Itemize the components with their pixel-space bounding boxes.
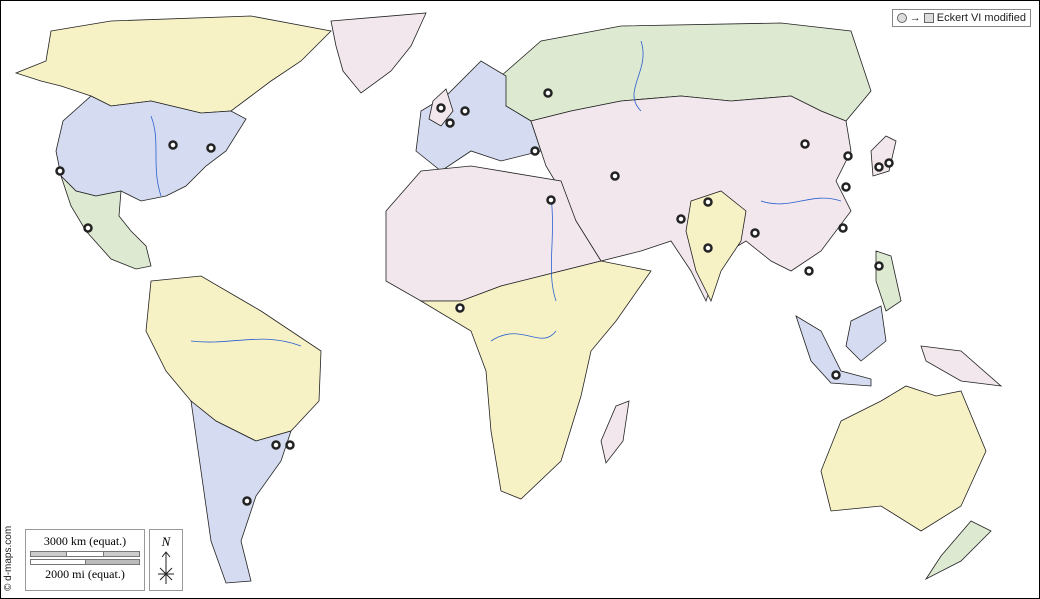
borneo [845,305,887,362]
philippines [875,250,902,312]
city-marker[interactable] [206,143,216,153]
city-marker[interactable] [543,88,553,98]
scale-bar: 3000 km (equat.) 2000 mi (equat.) [25,529,145,591]
city-marker[interactable] [838,223,848,233]
city-marker[interactable] [285,440,295,450]
scale-mi-bar [30,559,140,565]
yangtze-river [760,197,842,205]
city-marker[interactable] [455,303,465,313]
amazon-river [190,338,302,347]
congo-river [490,330,557,342]
projection-legend: → Eckert VI modified [891,9,1031,27]
city-marker[interactable] [83,223,93,233]
north-arrow: N [149,529,183,591]
new-guinea [920,345,1003,387]
city-marker[interactable] [168,140,178,150]
city-marker[interactable] [610,171,620,181]
city-marker[interactable] [460,106,470,116]
scale-mi-label: 2000 mi (equat.) [45,567,125,581]
greenland [330,12,427,94]
city-marker[interactable] [750,228,760,238]
south-america-north [145,275,322,442]
nile-river [550,195,557,302]
city-marker[interactable] [271,440,281,450]
north-label: N [161,534,171,549]
mississippi-river [150,115,162,197]
scale-km-label: 3000 km (equat.) [43,534,127,548]
projection-label: Eckert VI modified [936,12,1026,24]
city-marker[interactable] [841,182,851,192]
city-marker[interactable] [831,370,841,380]
india [685,190,747,303]
new-zealand [924,520,992,581]
circle-icon [896,13,907,23]
city-marker[interactable] [546,195,556,205]
madagascar [600,400,630,464]
south-america-south [190,400,292,584]
square-icon [923,13,934,23]
city-marker[interactable] [843,151,853,161]
city-marker[interactable] [436,103,446,113]
credit-text: © d-maps.com [3,525,14,591]
continents [14,12,1003,584]
city-marker[interactable] [242,496,252,506]
ob-river [633,40,644,112]
city-marker[interactable] [804,266,814,276]
usa [55,95,247,202]
city-marker[interactable] [445,118,455,128]
city-markers [55,88,894,506]
canada [14,15,332,114]
arrow-icon: → [909,12,921,24]
city-marker[interactable] [800,139,810,149]
city-marker[interactable] [703,197,713,207]
city-marker[interactable] [703,243,713,253]
japan [870,135,897,177]
city-marker[interactable] [55,166,65,176]
city-marker[interactable] [530,146,540,156]
australia [820,385,987,532]
city-marker[interactable] [874,261,884,271]
indonesia [795,315,872,387]
scale-km-bar [30,551,140,557]
city-marker[interactable] [884,158,894,168]
africa-south [419,260,652,500]
city-marker[interactable] [874,162,884,172]
city-marker[interactable] [676,214,686,224]
rivers [150,40,842,347]
compass-icon [158,551,174,584]
